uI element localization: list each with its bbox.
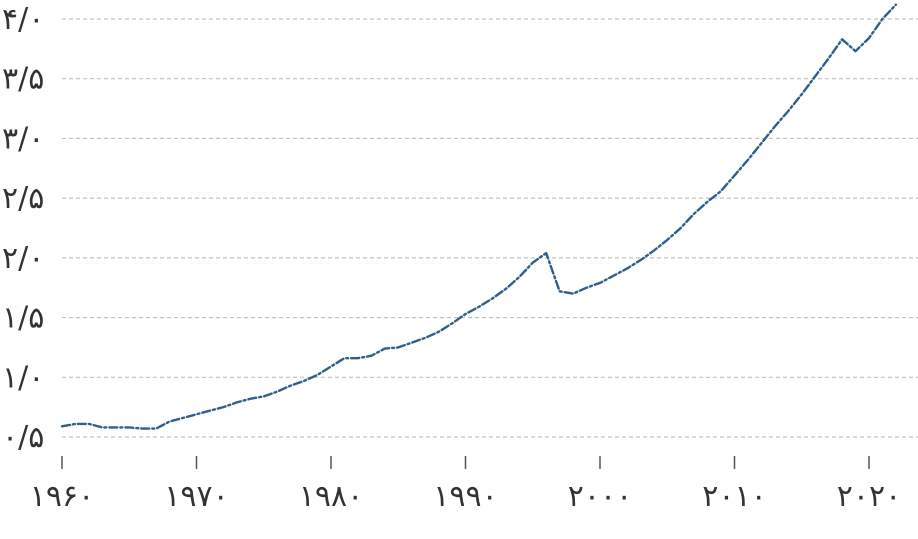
x-tick-label: ۲۰۱۰ <box>702 479 766 514</box>
y-tick-label: ۱/۰ <box>2 360 44 395</box>
y-tick-label: ۱/۵ <box>2 301 44 336</box>
y-tick-label: ۳/۵ <box>2 62 44 97</box>
series-layer <box>60 3 898 430</box>
y-tick-label: ۲/۵ <box>2 181 44 216</box>
x-tick-labels: ۱۹۶۰ ۱۹۷۰ ۱۹۸۰ ۱۹۹۰ ۲۰۰۰ ۲۰۱۰ ۲۰۲۰ <box>30 479 901 514</box>
y-tick-label: ۰/۵ <box>2 420 44 455</box>
x-tick-label: ۲۰۲۰ <box>837 479 901 514</box>
y-tick-labels: ۰/۵ ۱/۰ ۱/۵ ۲/۰ ۲/۵ ۳/۰ ۳/۵ ۴/۰ <box>2 2 44 455</box>
y-tick-label: ۲/۰ <box>2 241 44 276</box>
x-tick-label: ۲۰۰۰ <box>568 479 632 514</box>
y-tick-label: ۳/۰ <box>2 121 44 156</box>
x-tick-label: ۱۹۶۰ <box>30 479 94 514</box>
x-tick-label: ۱۹۹۰ <box>433 479 497 514</box>
y-tick-label: ۴/۰ <box>2 2 44 37</box>
series-line <box>60 3 898 430</box>
x-tick-label: ۱۹۷۰ <box>164 479 228 514</box>
x-tick-label: ۱۹۸۰ <box>299 479 363 514</box>
gridlines <box>62 18 918 438</box>
x-axis-ticks <box>61 456 870 469</box>
